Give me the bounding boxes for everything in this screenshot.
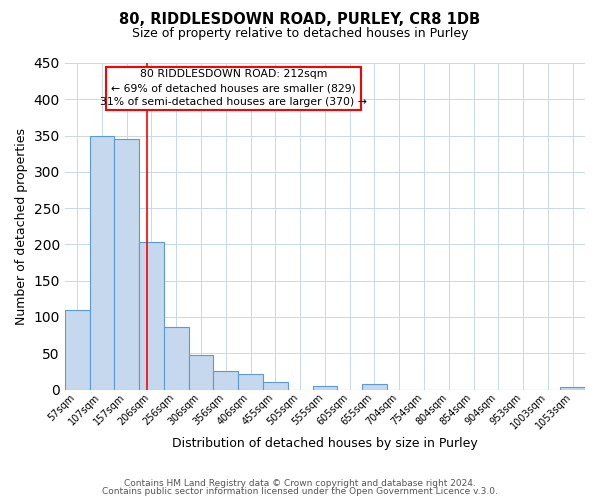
Text: Size of property relative to detached houses in Purley: Size of property relative to detached ho…	[132, 28, 468, 40]
Bar	[115, 139, 139, 390]
Bar	[560, 388, 585, 390]
Bar	[263, 382, 288, 390]
Bar	[188, 356, 214, 390]
Text: 80 RIDDLESDOWN ROAD: 212sqm
← 69% of detached houses are smaller (829)
31% of se: 80 RIDDLESDOWN ROAD: 212sqm ← 69% of det…	[100, 70, 367, 108]
Y-axis label: Number of detached properties: Number of detached properties	[15, 128, 28, 325]
Bar	[214, 372, 238, 390]
X-axis label: Distribution of detached houses by size in Purley: Distribution of detached houses by size …	[172, 437, 478, 450]
Bar	[238, 374, 263, 390]
Bar	[362, 384, 387, 390]
Bar	[164, 327, 188, 390]
Bar	[139, 242, 164, 390]
Text: Contains HM Land Registry data © Crown copyright and database right 2024.: Contains HM Land Registry data © Crown c…	[124, 478, 476, 488]
Bar	[313, 386, 337, 390]
FancyBboxPatch shape	[106, 66, 361, 110]
Text: Contains public sector information licensed under the Open Government Licence v.: Contains public sector information licen…	[102, 487, 498, 496]
Bar	[65, 310, 89, 390]
Bar	[89, 136, 115, 390]
Text: 80, RIDDLESDOWN ROAD, PURLEY, CR8 1DB: 80, RIDDLESDOWN ROAD, PURLEY, CR8 1DB	[119, 12, 481, 28]
